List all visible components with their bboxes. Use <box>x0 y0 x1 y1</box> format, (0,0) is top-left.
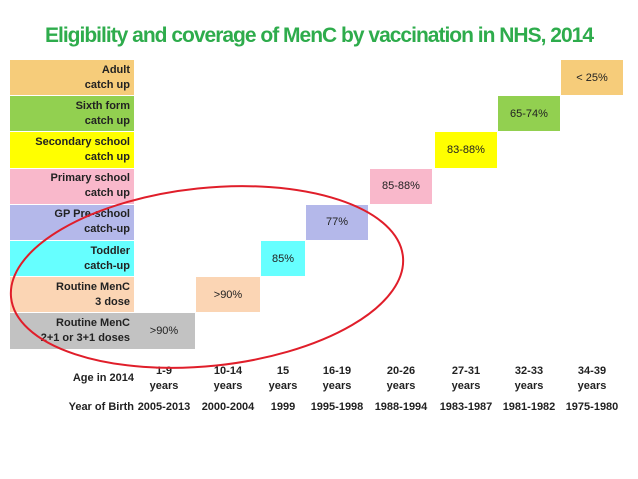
age-header: Age in 2014 <box>72 372 134 384</box>
year-tick-label: 1975-1980 <box>565 401 619 413</box>
row-label-text: Primary school catch up <box>50 172 130 200</box>
row-label-text: Toddler catch-up <box>84 244 130 272</box>
row-label: Routine MenC 3 dose <box>10 277 134 313</box>
coverage-cell: >90% <box>133 313 195 349</box>
age-tick-label: 10-14 years <box>213 365 243 392</box>
age-tick-label: 27-31 years <box>451 365 481 392</box>
coverage-cell: 85-88% <box>370 168 432 204</box>
year-tick-label: 2005-2013 <box>137 401 191 413</box>
year-tick-label: 1995-1998 <box>310 401 364 413</box>
row-label-text: Routine MenC 3 dose <box>56 280 130 308</box>
row-label-text: Adult catch up <box>84 63 130 91</box>
row-label: Sixth form catch up <box>10 96 134 132</box>
year-tick-label: 1981-1982 <box>502 401 556 413</box>
age-tick-label: 34-39 years <box>577 365 607 392</box>
year-tick-label: 2000-2004 <box>201 401 255 413</box>
row-label: Adult catch up <box>10 60 134 96</box>
age-tick-label: 15 years <box>268 365 298 392</box>
row-label-text: Routine MenC 2+1 or 3+1 doses <box>40 316 130 344</box>
row-label-text: Sixth form catch up <box>75 99 130 127</box>
coverage-cell: 83-88% <box>435 132 497 168</box>
row-label-text: Secondary school catch up <box>35 135 130 163</box>
year-tick-label: 1988-1994 <box>374 401 428 413</box>
coverage-cell: 85% <box>261 241 305 277</box>
highlight-ellipse-shape <box>9 185 405 369</box>
year-tick-label: 1983-1987 <box>439 401 493 413</box>
age-tick-label: 16-19 years <box>322 365 352 392</box>
row-label-text: GP Pre-school catch-up <box>54 208 130 236</box>
row-label: Toddler catch-up <box>10 241 134 277</box>
year-header: Year of Birth <box>68 401 134 413</box>
coverage-cell: >90% <box>196 277 260 313</box>
chart-title: Eligibility and coverage of MenC by vacc… <box>45 24 594 47</box>
coverage-cell: 65-74% <box>498 96 560 132</box>
row-label: Secondary school catch up <box>10 132 134 168</box>
year-tick-label: 1999 <box>270 401 296 413</box>
age-tick-label: 20-26 years <box>386 365 416 392</box>
coverage-cell: < 25% <box>561 60 623 96</box>
coverage-cell: 77% <box>306 204 368 240</box>
row-label: Primary school catch up <box>10 168 134 204</box>
age-tick-label: 32-33 years <box>514 365 544 392</box>
